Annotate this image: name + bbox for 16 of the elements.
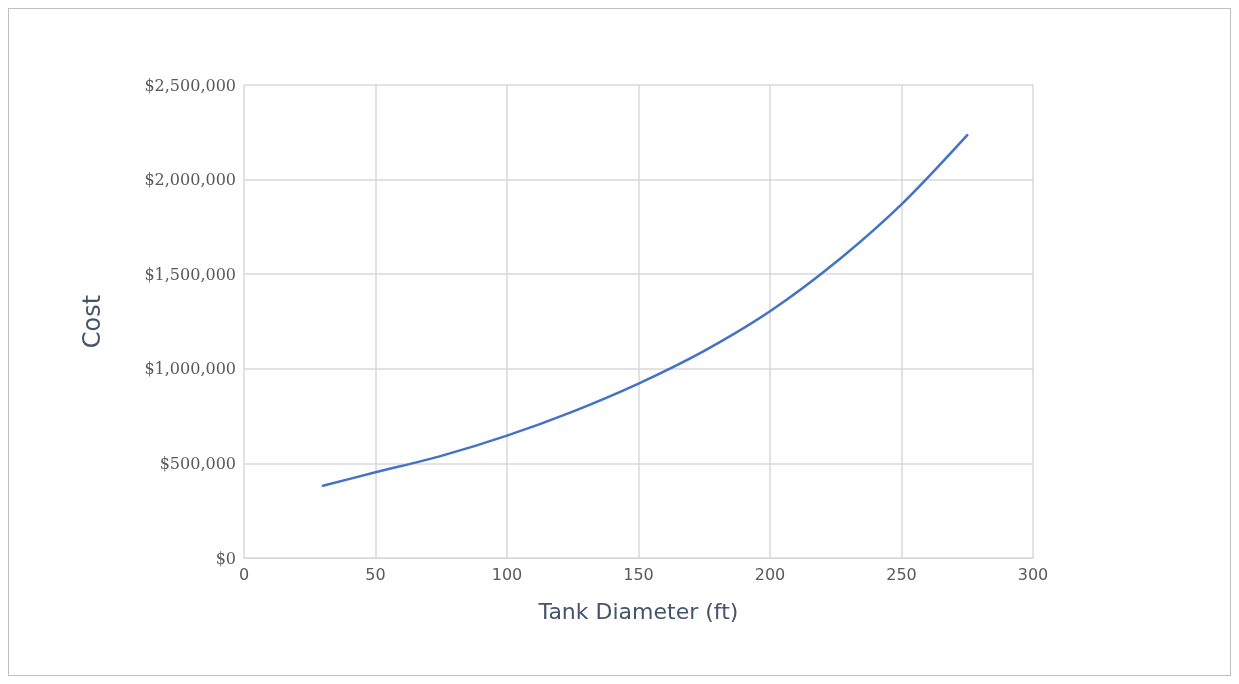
y-tick-label: $1,000,000	[144, 359, 236, 379]
y-tick-label: $500,000	[159, 453, 236, 473]
line-series	[321, 133, 969, 487]
y-axis-title: Cost	[78, 294, 106, 349]
x-tick-label: 300	[1017, 564, 1049, 584]
x-tick-label: 0	[238, 564, 250, 584]
x-axis-title: Tank Diameter (ft)	[537, 598, 739, 624]
y-tick-label: $2,000,000	[144, 170, 236, 190]
x-tick-label: 250	[886, 564, 917, 584]
x-tick-label: 100	[491, 564, 523, 584]
x-tick-label: 50	[365, 564, 386, 584]
y-tick-label: $0	[215, 548, 236, 568]
y-tick-label: $1,500,000	[144, 264, 236, 284]
y-tick-label: $2,500,000	[144, 75, 236, 95]
x-tick-label: 150	[623, 564, 654, 584]
x-tick-label: 200	[754, 564, 786, 584]
